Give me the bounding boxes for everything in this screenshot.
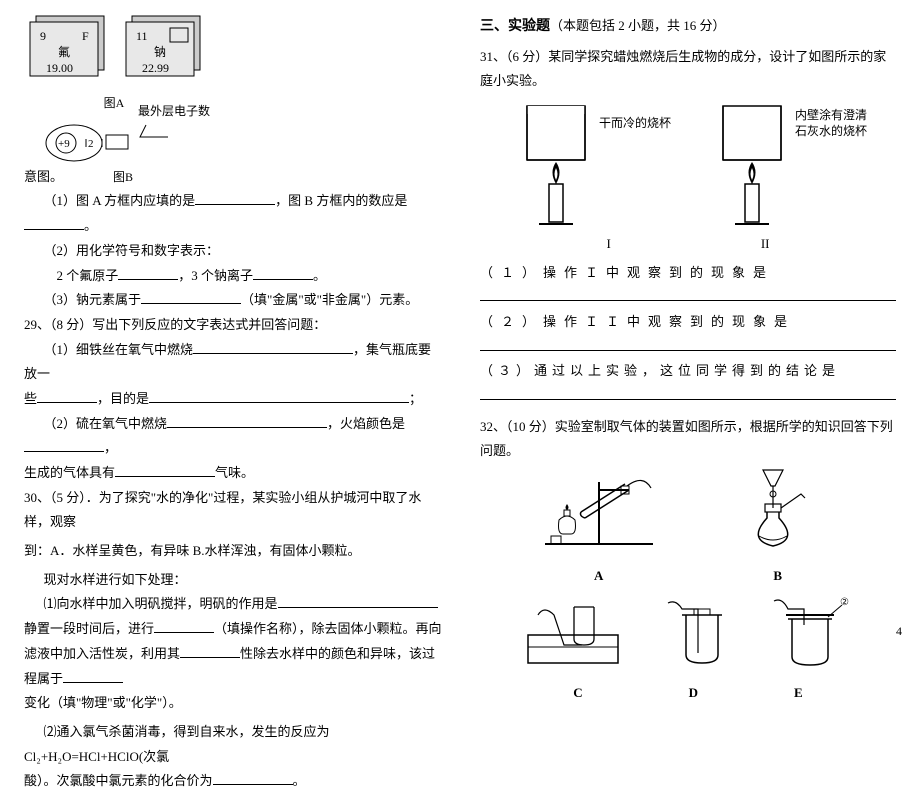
q30-1e: 变化（填"物理"或"化学"）。 bbox=[24, 691, 444, 716]
q29-2: （2）硫在氧气中燃烧，火焰颜色是， bbox=[24, 412, 444, 461]
q30-2: ⑵通入氯气杀菌消毒，得到自来水，发生的反应为 Cl₂+H₂O=HCl+HClO(… bbox=[24, 720, 444, 769]
element-box-F: 9 F 氟 19.00 bbox=[24, 14, 110, 86]
q31-3: （３）通过以上实验，这位同学得到的结论是 bbox=[480, 359, 896, 384]
q31-1: （１）操作Ｉ中观察到的现象是 bbox=[480, 261, 896, 286]
box1-mass: 19.00 bbox=[46, 61, 73, 75]
svg-text:②: ② bbox=[840, 597, 849, 608]
q28-2b: 2 个氟原子，3 个钠离子。 bbox=[24, 264, 444, 289]
q30-1b: 静置一段时间后，进行（填操作名称），除去固体小颗粒。再向 bbox=[24, 617, 444, 642]
q28-2: （2）用化学符号和数字表示： bbox=[24, 239, 444, 264]
q30b: 到：A．水样呈黄色，有异味 B.水样浑浊，有固体小颗粒。 bbox=[24, 539, 444, 564]
box1-name: 氟 bbox=[58, 45, 70, 59]
page-number: 4 bbox=[896, 620, 902, 643]
q28-1: （1）图 A 方框内应填的是，图 B 方框内的数应是。 bbox=[24, 189, 444, 238]
box2-num: 11 bbox=[136, 29, 148, 43]
q32-figures: A B bbox=[480, 464, 896, 709]
box2-name: 钠 bbox=[154, 44, 166, 59]
q30-1d: 滤液中加入活性炭，利用其性除去水样中的颜色和异味，该过程属于 bbox=[24, 642, 444, 691]
beaker-label-R: 内壁涂有澄清 石灰水的烧杯 bbox=[795, 108, 867, 139]
q29-1: （1）细铁丝在氧气中燃烧，集气瓶底要放一 bbox=[24, 338, 444, 387]
q30-1: ⑴向水样中加入明矾搅拌，明矾的作用是 bbox=[24, 592, 444, 617]
lab-D: D bbox=[689, 681, 698, 706]
q28-3: （3）钠元素属于（填"金属"或"非金属"）元素。 bbox=[24, 288, 444, 313]
q29-2b: 生成的气体具有气味。 bbox=[24, 461, 444, 486]
lab-B: B bbox=[773, 564, 782, 589]
yitu: 意图。 bbox=[24, 165, 63, 190]
outer-electron-label: 最外层电子数 bbox=[138, 100, 210, 123]
q30-2b: 酸）。次氯酸中氯元素的化合价为。 bbox=[24, 769, 444, 794]
q31-labels: III bbox=[480, 232, 896, 257]
lab-E: E bbox=[794, 681, 803, 706]
svg-text:2: 2 bbox=[88, 138, 94, 150]
box1-num: 9 bbox=[40, 29, 46, 43]
lab-A: A bbox=[594, 564, 603, 589]
element-box-Na: 11 钠 22.99 bbox=[120, 14, 206, 86]
lab-C: C bbox=[573, 681, 582, 706]
section-3-title: 三、实验题（本题包括 2 小题，共 16 分） bbox=[480, 14, 896, 41]
q31-2: （２）操作ＩＩ中观察到的现象是 bbox=[480, 310, 896, 335]
q30: 30、（5 分）．为了探究"水的净化"过程，某实验小组从护城河中取了水样，观察 bbox=[24, 486, 444, 535]
candle-beaker-II bbox=[705, 102, 795, 232]
q32: 32、（10 分）实验室制取气体的装置如图所示，根据所学的知识回答下列问题。 bbox=[480, 415, 896, 464]
box1-sym: F bbox=[82, 29, 89, 43]
right-column: 三、实验题（本题包括 2 小题，共 16 分） 31、（6 分）某同学探究蜡烛燃… bbox=[480, 14, 896, 637]
box2-mass: 22.99 bbox=[142, 61, 169, 75]
figure-a-row: 9 F 氟 19.00 11 钠 22.99 bbox=[24, 14, 444, 86]
left-column: 9 F 氟 19.00 11 钠 22.99 图A +9 2 bbox=[24, 14, 444, 637]
beaker-label-L: 干而冷的烧杯 bbox=[599, 112, 671, 135]
candle-beaker-I bbox=[509, 102, 599, 232]
q29-1b: 些，目的是； bbox=[24, 387, 444, 412]
q31-figures: 干而冷的烧杯 内壁涂有澄清 石灰水的烧杯 bbox=[480, 102, 896, 232]
svg-text:+9: +9 bbox=[58, 138, 70, 150]
q29: 29、（8 分）写出下列反应的文字表达式并回答问题： bbox=[24, 313, 444, 338]
q31: 31、（6 分）某同学探究蜡烛燃烧后生成物的成分，设计了如图所示的家庭小实验。 bbox=[480, 45, 896, 94]
figB-caption: 图B bbox=[113, 166, 133, 189]
figure-b: +9 2 最外层电子数 bbox=[42, 119, 444, 165]
q30c: 现对水样进行如下处理： bbox=[24, 568, 444, 593]
